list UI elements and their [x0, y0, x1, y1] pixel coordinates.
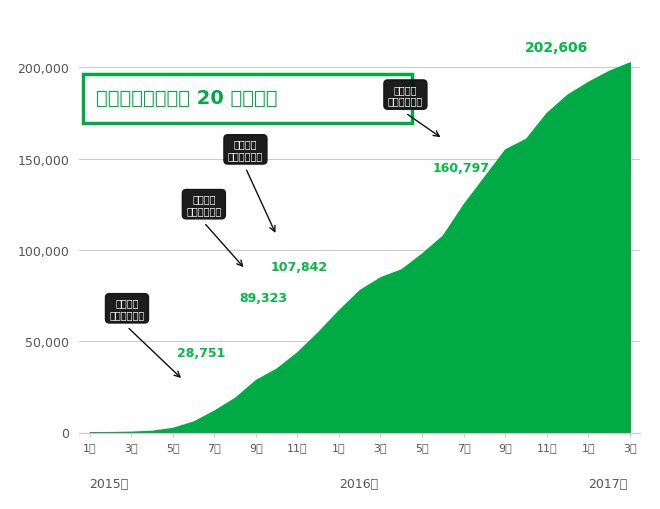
Text: 2017年: 2017年 [588, 477, 628, 490]
Text: テレビで
ピックアップ: テレビで ピックアップ [228, 139, 263, 161]
Text: テレビで
ピックアップ: テレビで ピックアップ [186, 194, 222, 216]
Text: 2015年: 2015年 [90, 477, 129, 490]
Text: 202,606: 202,606 [525, 41, 588, 55]
Text: 2016年: 2016年 [339, 477, 378, 490]
Text: 28,751: 28,751 [177, 346, 225, 359]
Text: 160,797: 160,797 [432, 162, 490, 175]
Text: 89,323: 89,323 [239, 292, 287, 304]
Text: 107,842: 107,842 [271, 261, 327, 273]
Text: テレビで
ピックアップ: テレビで ピックアップ [388, 84, 423, 106]
Text: テレビで
ピックアップ: テレビで ピックアップ [110, 298, 145, 320]
